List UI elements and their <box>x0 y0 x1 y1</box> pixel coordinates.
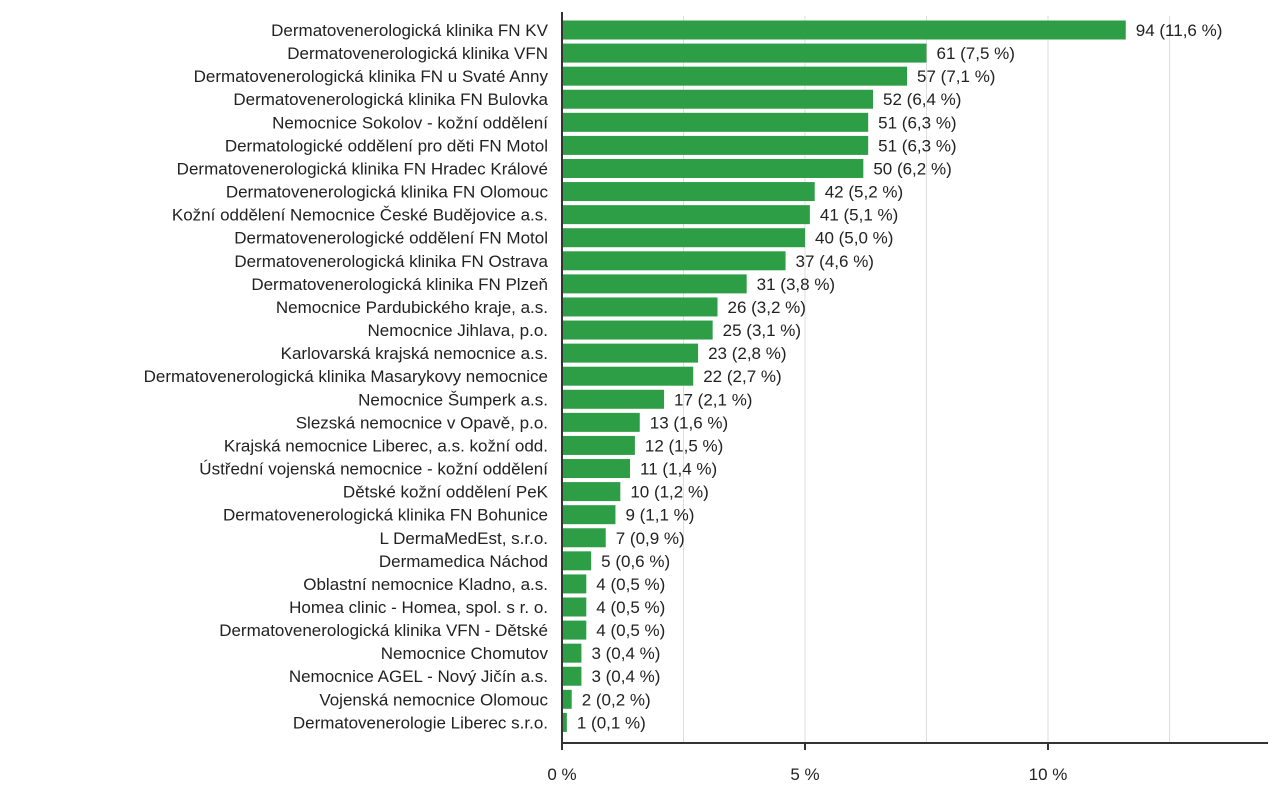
category-label: Nemocnice Sokolov - kožní oddělení <box>272 113 548 132</box>
bar <box>562 643 582 663</box>
bar <box>562 666 582 686</box>
category-label: Ústřední vojenská nemocnice - kožní oddě… <box>199 460 548 479</box>
bar <box>562 551 592 571</box>
bar <box>562 20 1126 40</box>
category-label: Kožní oddělení Nemocnice České Budějovic… <box>172 206 548 225</box>
x-tick-label: 10 % <box>1029 765 1068 784</box>
category-label: Nemocnice AGEL - Nový Jičín a.s. <box>289 667 548 686</box>
bar <box>562 205 810 225</box>
data-label: 4 (0,5 %) <box>596 621 665 640</box>
category-label: Nemocnice Chomutov <box>381 644 549 663</box>
data-label: 5 (0,6 %) <box>601 552 670 571</box>
bar <box>562 574 587 594</box>
data-label: 37 (4,6 %) <box>796 252 874 271</box>
data-label: 22 (2,7 %) <box>703 367 781 386</box>
category-label: Dermatovenerologická klinika Masarykovy … <box>144 367 548 386</box>
category-label: Dermatovenerologická klinika FN Bulovka <box>233 90 548 109</box>
data-label: 12 (1,5 %) <box>645 436 723 455</box>
bar <box>562 505 616 525</box>
category-label: Dermatovenerologická klinika VFN <box>287 44 548 63</box>
data-label: 40 (5,0 %) <box>815 229 893 248</box>
category-label: Nemocnice Šumperk a.s. <box>358 390 548 409</box>
data-label: 31 (3,8 %) <box>757 275 835 294</box>
data-label: 9 (1,1 %) <box>625 506 694 525</box>
bar <box>562 620 587 640</box>
category-label: Dětské kožní oddělení PeK <box>343 483 549 502</box>
data-label: 51 (6,3 %) <box>878 113 956 132</box>
bar <box>562 228 805 248</box>
category-label: Dermatologické oddělení pro děti FN Moto… <box>225 136 548 155</box>
bar <box>562 482 621 502</box>
data-label: 7 (0,9 %) <box>616 529 685 548</box>
data-label: 4 (0,5 %) <box>596 598 665 617</box>
category-label: Dermatovenerologická klinika VFN - Dětsk… <box>219 621 548 640</box>
bar <box>562 412 640 432</box>
data-label: 23 (2,8 %) <box>708 344 786 363</box>
data-label: 61 (7,5 %) <box>937 44 1015 63</box>
bar <box>562 158 864 178</box>
data-label: 10 (1,2 %) <box>630 483 708 502</box>
category-label: Dermatovenerologická klinika FN KV <box>271 21 548 40</box>
bar <box>562 43 927 63</box>
data-label: 13 (1,6 %) <box>650 413 728 432</box>
data-label: 50 (6,2 %) <box>873 159 951 178</box>
x-tick-label: 0 % <box>547 765 576 784</box>
category-label: Oblastní nemocnice Kladno, a.s. <box>303 575 548 594</box>
bar <box>562 343 699 363</box>
data-label: 3 (0,4 %) <box>591 644 660 663</box>
data-label: 51 (6,3 %) <box>878 136 956 155</box>
bar <box>562 182 815 202</box>
data-label: 94 (11,6 %) <box>1136 21 1223 40</box>
category-label: Nemocnice Pardubického kraje, a.s. <box>276 298 548 317</box>
data-label: 11 (1,4 %) <box>640 460 717 479</box>
data-label: 1 (0,1 %) <box>577 713 646 732</box>
category-label: Dermatovenerologická klinika FN u Svaté … <box>194 67 549 86</box>
data-label: 4 (0,5 %) <box>596 575 665 594</box>
bar <box>562 689 572 709</box>
category-label: Dermatovenerologické oddělení FN Motol <box>234 229 548 248</box>
category-label: Dermatovenerologická klinika FN Olomouc <box>226 183 549 202</box>
category-label: L DermaMedEst, s.r.o. <box>380 529 548 548</box>
bar <box>562 274 747 294</box>
category-label: Dermamedica Náchod <box>379 552 548 571</box>
data-label: 26 (3,2 %) <box>728 298 806 317</box>
bar <box>562 366 694 386</box>
category-label: Slezská nemocnice v Opavě, p.o. <box>296 413 548 432</box>
category-label: Dermatovenerologická klinika FN Ostrava <box>234 252 548 271</box>
data-label: 17 (2,1 %) <box>674 390 752 409</box>
category-label: Dermatovenerologická klinika FN Bohunice <box>223 506 548 525</box>
data-label: 42 (5,2 %) <box>825 183 903 202</box>
category-label: Nemocnice Jihlava, p.o. <box>368 321 548 340</box>
data-label: 25 (3,1 %) <box>723 321 801 340</box>
bar <box>562 597 587 617</box>
bar <box>562 66 908 86</box>
data-label: 3 (0,4 %) <box>591 667 660 686</box>
bar <box>562 389 665 409</box>
bar <box>562 89 874 109</box>
bar <box>562 135 869 155</box>
bar <box>562 712 567 732</box>
category-label: Vojenská nemocnice Olomouc <box>319 690 548 709</box>
bar <box>562 435 635 455</box>
bar <box>562 459 631 479</box>
data-label: 41 (5,1 %) <box>820 206 898 225</box>
data-label: 2 (0,2 %) <box>582 690 651 709</box>
bar <box>562 112 869 132</box>
bar <box>562 320 713 340</box>
category-label: Dermatovenerologie Liberec s.r.o. <box>293 713 548 732</box>
category-label: Krajská nemocnice Liberec, a.s. kožní od… <box>224 436 548 455</box>
data-label: 57 (7,1 %) <box>917 67 995 86</box>
bar <box>562 297 718 317</box>
bar <box>562 528 606 548</box>
x-tick-label: 5 % <box>790 765 819 784</box>
category-label: Dermatovenerologická klinika FN Hradec K… <box>177 159 548 178</box>
category-label: Homea clinic - Homea, spol. s r. o. <box>289 598 548 617</box>
bar <box>562 251 786 271</box>
category-label: Dermatovenerologická klinika FN Plzeň <box>251 275 548 294</box>
category-label: Karlovarská krajská nemocnice a.s. <box>281 344 548 363</box>
data-label: 52 (6,4 %) <box>883 90 961 109</box>
